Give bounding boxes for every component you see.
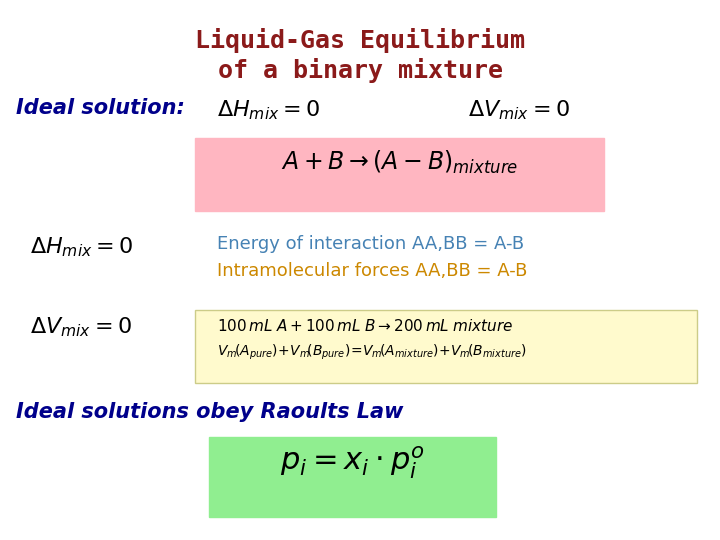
Text: $\Delta V_{mix} = 0$: $\Delta V_{mix} = 0$ xyxy=(467,98,570,122)
Text: of a binary mixture: of a binary mixture xyxy=(217,58,503,83)
Text: Intramolecular forces AA,BB = A-B: Intramolecular forces AA,BB = A-B xyxy=(217,262,527,280)
FancyBboxPatch shape xyxy=(195,138,604,211)
Text: Ideal solution:: Ideal solution: xyxy=(16,98,184,118)
Text: $\Delta H_{mix} = 0$: $\Delta H_{mix} = 0$ xyxy=(217,98,320,122)
Text: $p_i = x_i \cdot p_i^{o}$: $p_i = x_i \cdot p_i^{o}$ xyxy=(280,444,426,481)
Text: Energy of interaction AA,BB = A-B: Energy of interaction AA,BB = A-B xyxy=(217,235,523,253)
Text: $A + B \rightarrow \left(A - B\right)_{mixture}$: $A + B \rightarrow \left(A - B\right)_{m… xyxy=(281,149,518,177)
Text: $\Delta V_{mix} = 0$: $\Delta V_{mix} = 0$ xyxy=(30,316,132,339)
Text: $V_m\!\left(A_{pure}\right)\!+\!V_m\!\left(B_{pure}\right)\!=\!V_m\!\left(A_{mix: $V_m\!\left(A_{pure}\right)\!+\!V_m\!\le… xyxy=(217,342,526,362)
Text: $100\,mL\;A + 100\,mL\;B \rightarrow 200\,mL\;mixture$: $100\,mL\;A + 100\,mL\;B \rightarrow 200… xyxy=(217,319,513,334)
FancyBboxPatch shape xyxy=(195,310,697,383)
Text: $\Delta H_{mix} = 0$: $\Delta H_{mix} = 0$ xyxy=(30,235,133,259)
Text: Ideal solutions obey Raoults Law: Ideal solutions obey Raoults Law xyxy=(16,402,403,422)
Text: Liquid-Gas Equilibrium: Liquid-Gas Equilibrium xyxy=(195,28,525,53)
FancyBboxPatch shape xyxy=(210,436,496,517)
